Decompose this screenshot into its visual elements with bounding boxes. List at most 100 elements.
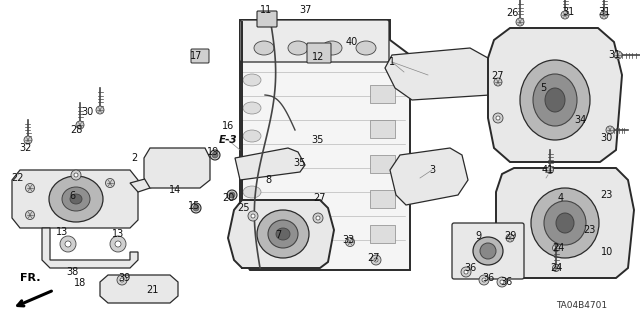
Text: 36: 36	[482, 273, 494, 283]
Circle shape	[494, 78, 502, 86]
FancyBboxPatch shape	[307, 43, 331, 63]
Circle shape	[479, 275, 489, 285]
Bar	[370, 190, 395, 208]
Text: 13: 13	[56, 227, 68, 237]
Ellipse shape	[480, 243, 496, 259]
Circle shape	[464, 270, 468, 274]
Circle shape	[552, 264, 559, 271]
Circle shape	[316, 216, 320, 220]
Text: 13: 13	[112, 229, 124, 239]
Text: 23: 23	[600, 190, 612, 200]
Circle shape	[60, 236, 76, 252]
Text: 24: 24	[552, 243, 564, 253]
Ellipse shape	[545, 88, 565, 112]
Text: 21: 21	[146, 285, 158, 295]
Text: 24: 24	[550, 263, 562, 273]
Text: 15: 15	[188, 201, 200, 211]
Ellipse shape	[243, 130, 261, 142]
Circle shape	[110, 236, 126, 252]
Ellipse shape	[473, 237, 503, 265]
Ellipse shape	[268, 220, 298, 248]
Ellipse shape	[243, 102, 261, 114]
Polygon shape	[144, 148, 210, 188]
Bar	[370, 120, 395, 138]
Ellipse shape	[520, 60, 590, 140]
Text: 18: 18	[74, 278, 86, 288]
Polygon shape	[390, 148, 468, 205]
Ellipse shape	[210, 150, 220, 160]
Polygon shape	[130, 158, 200, 192]
Ellipse shape	[243, 214, 261, 226]
Text: 3: 3	[429, 165, 435, 175]
Ellipse shape	[288, 41, 308, 55]
Text: 33: 33	[342, 235, 354, 245]
Circle shape	[346, 238, 355, 247]
Text: 35: 35	[312, 135, 324, 145]
Circle shape	[24, 136, 32, 144]
Circle shape	[26, 211, 35, 219]
FancyBboxPatch shape	[257, 11, 277, 27]
Text: 28: 28	[70, 125, 82, 135]
Circle shape	[248, 211, 258, 221]
Text: 8: 8	[265, 175, 271, 185]
Text: 22: 22	[12, 173, 24, 183]
Circle shape	[600, 11, 608, 19]
Text: 34: 34	[574, 115, 586, 125]
Ellipse shape	[322, 41, 342, 55]
Text: 38: 38	[66, 267, 78, 277]
Circle shape	[496, 116, 500, 120]
Circle shape	[500, 280, 504, 284]
Text: 20: 20	[222, 193, 234, 203]
Circle shape	[106, 179, 115, 188]
Text: 14: 14	[169, 185, 181, 195]
Text: 27: 27	[314, 193, 326, 203]
Text: 30: 30	[600, 133, 612, 143]
Text: 31: 31	[562, 7, 574, 17]
Text: 29: 29	[504, 231, 516, 241]
Circle shape	[26, 183, 35, 192]
Circle shape	[76, 121, 84, 129]
Circle shape	[552, 244, 559, 251]
Text: 40: 40	[346, 37, 358, 47]
Bar	[370, 85, 395, 103]
Circle shape	[115, 241, 121, 247]
Text: 12: 12	[312, 52, 324, 62]
Text: 30: 30	[81, 107, 93, 117]
Ellipse shape	[531, 188, 599, 258]
Polygon shape	[496, 168, 634, 278]
Ellipse shape	[257, 210, 309, 258]
Ellipse shape	[191, 203, 201, 213]
Text: 6: 6	[69, 191, 75, 201]
Polygon shape	[240, 20, 410, 270]
Ellipse shape	[70, 194, 82, 204]
FancyBboxPatch shape	[452, 223, 524, 279]
Text: 37: 37	[300, 5, 312, 15]
Ellipse shape	[243, 74, 261, 86]
Ellipse shape	[356, 41, 376, 55]
Text: 31: 31	[598, 7, 610, 17]
Text: 26: 26	[506, 8, 518, 18]
Text: 5: 5	[540, 83, 546, 93]
Text: 10: 10	[601, 247, 613, 257]
Text: FR.: FR.	[20, 273, 40, 283]
Circle shape	[506, 234, 514, 242]
Text: 16: 16	[222, 121, 234, 131]
Circle shape	[374, 258, 378, 262]
Text: 27: 27	[368, 253, 380, 263]
Text: 36: 36	[464, 263, 476, 273]
Text: 1: 1	[389, 57, 395, 67]
Ellipse shape	[556, 213, 574, 233]
Circle shape	[371, 255, 381, 265]
Text: 41: 41	[542, 165, 554, 175]
Circle shape	[120, 278, 124, 282]
Text: 4: 4	[558, 193, 564, 203]
Ellipse shape	[49, 176, 103, 222]
Text: 36: 36	[500, 277, 512, 287]
Circle shape	[229, 192, 235, 198]
Circle shape	[482, 278, 486, 282]
Text: 32: 32	[20, 143, 32, 153]
Circle shape	[96, 106, 104, 114]
Bar	[370, 155, 395, 173]
Bar	[370, 225, 395, 243]
Ellipse shape	[254, 41, 274, 55]
